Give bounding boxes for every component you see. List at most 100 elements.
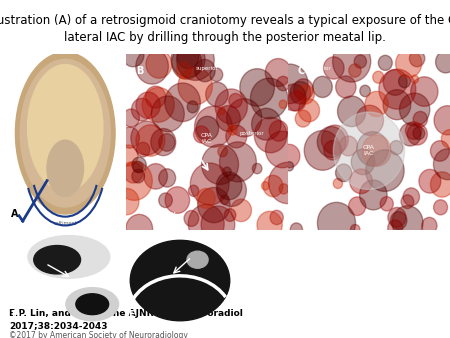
Circle shape <box>117 161 152 200</box>
Circle shape <box>379 69 416 109</box>
Ellipse shape <box>34 245 81 274</box>
Circle shape <box>257 211 282 239</box>
Circle shape <box>194 126 209 143</box>
Circle shape <box>433 149 450 180</box>
Ellipse shape <box>130 240 230 321</box>
Circle shape <box>131 98 152 121</box>
Text: Axial illustration (A) of a retrosigmoid craniotomy reveals a typical exposure o: Axial illustration (A) of a retrosigmoid… <box>0 14 450 44</box>
Circle shape <box>294 79 313 100</box>
Circle shape <box>434 200 448 215</box>
Text: C: C <box>298 66 305 76</box>
Circle shape <box>142 88 174 122</box>
Circle shape <box>202 144 238 185</box>
Circle shape <box>269 121 288 141</box>
Circle shape <box>124 162 143 183</box>
Circle shape <box>373 71 384 83</box>
Circle shape <box>333 178 342 189</box>
Circle shape <box>194 106 232 147</box>
Circle shape <box>240 69 274 106</box>
Circle shape <box>290 223 302 236</box>
Circle shape <box>252 163 262 174</box>
Circle shape <box>365 91 388 117</box>
Circle shape <box>184 211 199 226</box>
Text: posterior: posterior <box>239 131 264 136</box>
Circle shape <box>317 202 356 244</box>
Circle shape <box>210 68 223 81</box>
Circle shape <box>120 127 140 148</box>
Circle shape <box>123 109 140 127</box>
Circle shape <box>351 149 375 175</box>
Circle shape <box>159 169 176 187</box>
Text: CPA
IAC: CPA IAC <box>201 133 213 144</box>
Circle shape <box>132 169 144 183</box>
Text: E.P. Lin, and B.T. Crane AJNR Am J Neuroradiol
2017;38:2034-2043: E.P. Lin, and B.T. Crane AJNR Am J Neuro… <box>9 309 243 330</box>
Circle shape <box>298 99 320 122</box>
Circle shape <box>165 187 189 213</box>
Circle shape <box>218 146 228 157</box>
Circle shape <box>136 125 165 156</box>
Circle shape <box>400 93 430 126</box>
Circle shape <box>263 175 283 197</box>
Circle shape <box>136 142 150 157</box>
Circle shape <box>419 169 441 193</box>
Ellipse shape <box>47 140 84 196</box>
Text: AMERICAN JOURNAL OF NEURORADIOLOGY: AMERICAN JOURNAL OF NEURORADIOLOGY <box>303 326 408 331</box>
Circle shape <box>165 83 200 122</box>
Circle shape <box>126 214 153 243</box>
Circle shape <box>383 90 411 120</box>
Circle shape <box>224 209 236 221</box>
Text: A: A <box>11 209 18 219</box>
Circle shape <box>266 131 299 168</box>
Circle shape <box>388 208 406 227</box>
Circle shape <box>218 107 225 115</box>
Ellipse shape <box>187 251 208 268</box>
Circle shape <box>115 188 139 215</box>
Circle shape <box>220 142 256 182</box>
Circle shape <box>349 197 366 216</box>
Circle shape <box>176 40 214 80</box>
Circle shape <box>411 77 438 106</box>
Circle shape <box>159 134 175 151</box>
Circle shape <box>360 180 387 210</box>
Circle shape <box>392 206 423 239</box>
Circle shape <box>198 188 230 223</box>
Text: softiment: softiment <box>54 221 77 226</box>
Circle shape <box>333 41 371 82</box>
Ellipse shape <box>20 59 110 207</box>
Circle shape <box>410 50 425 67</box>
Circle shape <box>403 188 419 206</box>
Circle shape <box>313 76 332 97</box>
Circle shape <box>223 167 231 176</box>
Circle shape <box>366 150 404 191</box>
Circle shape <box>413 127 425 140</box>
Circle shape <box>339 136 357 156</box>
Circle shape <box>136 49 168 84</box>
Circle shape <box>231 199 252 222</box>
Ellipse shape <box>27 65 103 191</box>
Circle shape <box>391 212 407 230</box>
Circle shape <box>338 96 366 127</box>
Circle shape <box>131 121 162 155</box>
Circle shape <box>144 164 167 189</box>
Circle shape <box>261 182 269 190</box>
Circle shape <box>189 185 199 196</box>
Circle shape <box>145 86 166 108</box>
Circle shape <box>336 164 352 182</box>
Circle shape <box>228 125 237 135</box>
Circle shape <box>304 130 341 170</box>
Circle shape <box>194 59 215 82</box>
Circle shape <box>413 112 428 127</box>
Circle shape <box>217 174 247 207</box>
Circle shape <box>360 85 370 97</box>
Circle shape <box>151 96 184 132</box>
Circle shape <box>407 123 427 145</box>
Circle shape <box>281 84 306 111</box>
Circle shape <box>252 108 281 140</box>
Circle shape <box>201 206 235 243</box>
Circle shape <box>422 217 437 234</box>
Circle shape <box>159 193 172 208</box>
Circle shape <box>276 76 290 91</box>
Text: inferior: inferior <box>157 211 176 216</box>
Circle shape <box>388 220 403 236</box>
Circle shape <box>279 144 300 168</box>
